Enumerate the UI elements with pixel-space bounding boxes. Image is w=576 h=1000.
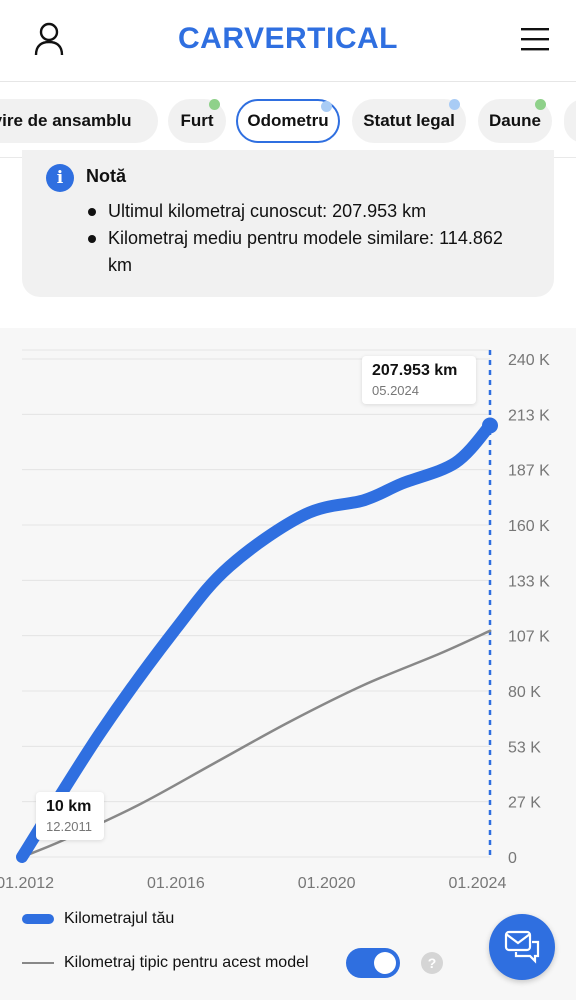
y-tick-label: 133 K <box>508 573 550 590</box>
x-tick-label: 01.2012 <box>0 875 54 892</box>
legend-typical-mileage: Kilometraj tipic pentru acest model <box>22 954 309 972</box>
chat-bubble-icon <box>504 930 540 964</box>
your-mileage-line <box>16 419 496 863</box>
tab-label: Privire de ansamblu <box>0 111 132 130</box>
x-tick-label: 01.2016 <box>147 875 205 892</box>
legend-swatch <box>22 962 54 964</box>
tab-label: Statut legal <box>363 111 455 130</box>
first-reading-callout: 10 km 12.2011 <box>36 792 104 840</box>
y-tick-label: 187 K <box>508 463 550 480</box>
y-tick-label: 213 K <box>508 407 550 424</box>
question-mark-icon[interactable]: ? <box>421 952 443 974</box>
note-list: Ultimul kilometraj cunoscut: 207.953 km … <box>86 198 526 279</box>
tab-label: Daune <box>489 111 541 130</box>
tab-theft[interactable]: Furt <box>168 99 226 143</box>
odometer-chart-section: 0 27 K 53 K 80 K 107 K 133 K 160 K 187 K 213 K 24… <box>0 328 576 1000</box>
y-tick-label: 27 K <box>508 795 541 812</box>
y-tick-label: 0 <box>508 850 517 867</box>
status-dot <box>321 101 332 112</box>
first-reading-date: 12.2011 <box>46 819 93 834</box>
legend-label: Kilometrajul tău <box>64 910 175 927</box>
note-item: Kilometraj mediu pentru modele similare:… <box>86 225 526 279</box>
note-item: Ultimul kilometraj cunoscut: 207.953 km <box>86 198 526 225</box>
legend-your-mileage: Kilometrajul tău <box>22 910 174 928</box>
hamburger-menu-icon[interactable] <box>521 26 549 52</box>
info-icon: i <box>46 164 74 192</box>
latest-reading-callout: 207.953 km 05.2024 <box>362 356 476 404</box>
note-title: Notă <box>86 166 126 186</box>
y-tick-label: 160 K <box>508 518 550 535</box>
typical-mileage-toggle[interactable] <box>346 948 400 978</box>
tab-more[interactable] <box>564 99 576 143</box>
chat-button[interactable] <box>489 914 555 980</box>
user-icon[interactable] <box>33 22 65 56</box>
x-tick-label: 01.2024 <box>449 875 507 892</box>
status-dot <box>449 99 460 110</box>
legend-label: Kilometraj tipic pentru acest model <box>64 954 309 971</box>
first-reading-value: 10 km <box>46 798 92 815</box>
y-tick-label: 53 K <box>508 739 541 756</box>
tab-overview[interactable]: Privire de ansamblu <box>0 99 158 143</box>
logo[interactable]: CARVERTICAL <box>178 22 398 55</box>
header: CARVERTICAL <box>0 0 576 82</box>
tab-label: Odometru <box>247 111 329 130</box>
note-card: i Notă Ultimul kilometraj cunoscut: 207.… <box>22 150 554 297</box>
odometer-chart: 0 27 K 53 K 80 K 107 K 133 K 160 K 187 K 213 K 24… <box>0 349 550 892</box>
x-tick-label: 01.2020 <box>298 875 356 892</box>
tab-damage[interactable]: Daune <box>478 99 552 143</box>
latest-reading-value: 207.953 km <box>372 362 458 379</box>
y-tick-label: 80 K <box>508 684 541 701</box>
y-tick-label: 107 K <box>508 629 550 646</box>
section-tabs: Privire de ansamblu Furt Odometru Statut… <box>0 82 576 158</box>
tab-odometer[interactable]: Odometru <box>236 99 340 143</box>
y-tick-label: 240 K <box>508 352 550 369</box>
latest-reading-point <box>482 417 498 434</box>
tab-legal-status[interactable]: Statut legal <box>352 99 466 143</box>
legend-swatch <box>22 914 54 924</box>
latest-reading-date: 05.2024 <box>372 383 419 398</box>
tab-label: Furt <box>180 111 214 130</box>
status-dot <box>209 99 220 110</box>
status-dot <box>535 99 546 110</box>
toggle-knob <box>374 952 396 974</box>
